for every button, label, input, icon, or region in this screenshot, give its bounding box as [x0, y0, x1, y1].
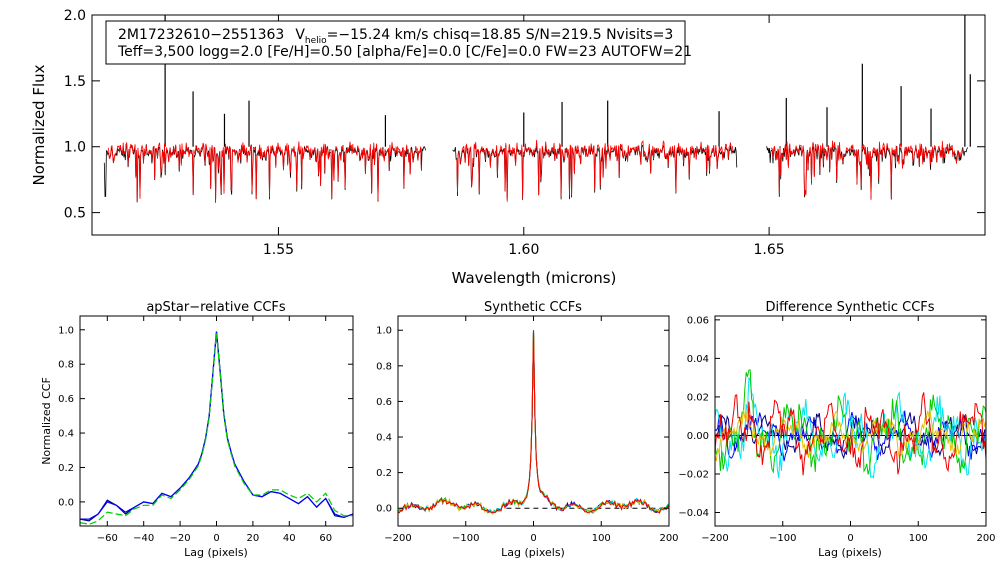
annotation-stats: =−15.24 km/s chisq=18.85 S/N=219.5 Nvisi… — [327, 27, 674, 43]
difference-ccf-line-navy — [715, 412, 986, 460]
x-tick-label: −20 — [170, 533, 191, 544]
main-annotation-box: 2M17232610−2551363 Vhelio=−15.24 km/s chi… — [105, 20, 692, 65]
y-tick-label: −0.02 — [678, 469, 709, 480]
annotation-v-label: V — [295, 27, 305, 43]
synthetic-axis-ticks: −200 −100 0 100 200 0.0 0.2 0.4 0.6 0.8 1.0 — [376, 316, 679, 544]
y-tick-label: 0.8 — [376, 361, 392, 372]
y-tick-label: 0.8 — [58, 360, 74, 371]
annotation-line-2: Teff=3,500 logg=2.0 [Fe/H]=0.50 [alpha/F… — [117, 44, 692, 60]
y-tick-label: −0.04 — [678, 508, 709, 519]
y-tick-label: 0.04 — [687, 354, 709, 365]
model-spectrum-segment — [456, 139, 733, 202]
synthetic-x-axis-label: Lag (pixels) — [501, 546, 565, 559]
x-tick-label: 1.55 — [263, 242, 294, 258]
x-tick-label: 0 — [847, 533, 853, 544]
difference-ccf-panel: Difference Synthetic CCFs −200 −100 0 100 20… — [678, 300, 995, 559]
synthetic-ccf-panel: Synthetic CCFs −200 −100 0 100 200 0.0 0.2 0.4 0… — [376, 300, 678, 559]
x-tick-label: −40 — [133, 533, 154, 544]
difference-ccf-line-yellow — [715, 407, 986, 462]
x-tick-label: 100 — [909, 533, 928, 544]
synthetic-ccf-title: Synthetic CCFs — [484, 300, 582, 315]
y-tick-label: 1.5 — [64, 74, 86, 90]
apstar-x-axis-label: Lag (pixels) — [184, 546, 248, 559]
x-tick-label: 1.60 — [508, 242, 539, 258]
y-tick-label: 1.0 — [64, 140, 86, 156]
x-tick-label: −200 — [701, 533, 728, 544]
model-spectrum-segment — [770, 140, 964, 200]
difference-axis-ticks: −200 −100 0 100 200 −0.04 −0.02 0.00 0.02 0.04 0.0… — [678, 315, 995, 544]
apstar-plot-frame — [79, 315, 354, 527]
main-plot-frame — [91, 14, 986, 236]
difference-x-axis-label: Lag (pixels) — [818, 546, 882, 559]
apstar-axis-ticks: −60 −40 −20 0 20 40 60 0.0 0.2 0.4 0.6 0.8 1.0 — [58, 316, 353, 544]
synthetic-ccf-series — [398, 330, 669, 516]
model-spectrum-series — [108, 139, 964, 204]
y-tick-label: 0.00 — [687, 431, 709, 442]
y-tick-label: 0.0 — [58, 497, 74, 508]
x-tick-label: 200 — [976, 533, 995, 544]
apstar-ccf-line-blue — [80, 331, 353, 520]
x-tick-label: 40 — [283, 533, 296, 544]
annotation-frame — [105, 20, 686, 65]
y-tick-label: 0.06 — [687, 315, 709, 326]
apstar-ccf-panel: apStar−relative CCFs −60 −40 −20 0 20 40 60 0.0… — [40, 300, 354, 559]
y-tick-label: 0.4 — [376, 433, 392, 444]
apstar-ccf-title: apStar−relative CCFs — [146, 300, 286, 315]
y-tick-label: 0.02 — [687, 392, 709, 403]
apstar-ccf-series — [80, 331, 353, 525]
y-tick-label: 0.4 — [58, 429, 74, 440]
apstar-ccf-line-green — [80, 333, 353, 525]
y-tick-label: 0.2 — [58, 463, 74, 474]
x-tick-label: 0 — [530, 533, 536, 544]
x-tick-label: 200 — [659, 533, 678, 544]
annotation-line-1: 2M17232610−2551363 Vhelio=−15.24 km/s chi… — [118, 27, 673, 46]
y-tick-label: 1.0 — [376, 326, 392, 337]
y-tick-label: 0.6 — [58, 394, 74, 405]
y-tick-label: 0.0 — [376, 504, 392, 515]
x-tick-label: −60 — [97, 533, 118, 544]
model-spectrum-segment — [108, 141, 422, 204]
x-tick-label: 60 — [319, 533, 332, 544]
apstar-y-axis-label: Normalized CCF — [40, 377, 53, 465]
y-tick-label: 2.0 — [64, 8, 86, 24]
annotation-star-id: 2M17232610−2551363 — [118, 27, 284, 43]
main-axis-ticks: 1.55 1.60 1.65 0.5 1.0 1.5 2.0 — [64, 8, 985, 258]
x-tick-label: −100 — [769, 533, 796, 544]
difference-ccf-title: Difference Synthetic CCFs — [765, 300, 934, 315]
annotation-v-subscript: helio — [305, 36, 327, 46]
difference-ccf-series — [715, 369, 986, 479]
y-tick-label: 0.6 — [376, 397, 392, 408]
synthetic-ccf-line-red — [398, 330, 669, 514]
x-tick-label: −100 — [452, 533, 479, 544]
apstar-ccf-line-navy — [80, 331, 353, 522]
main-x-axis-label: Wavelength (microns) — [452, 269, 617, 287]
x-tick-label: 0 — [213, 533, 219, 544]
y-tick-label: 1.0 — [58, 325, 74, 336]
main-y-axis-label: Normalized Flux — [30, 64, 48, 185]
x-tick-label: 20 — [247, 533, 260, 544]
main-spectrum-panel: 1.55 1.60 1.65 0.5 1.0 1.5 2.0 2M17232610−2551… — [30, 8, 986, 287]
x-tick-label: 1.65 — [754, 242, 785, 258]
x-tick-label: 100 — [592, 533, 611, 544]
difference-ccf-line-red — [715, 392, 986, 476]
y-tick-label: 0.2 — [376, 468, 392, 479]
x-tick-label: −200 — [384, 533, 411, 544]
y-tick-label: 0.5 — [64, 206, 86, 222]
